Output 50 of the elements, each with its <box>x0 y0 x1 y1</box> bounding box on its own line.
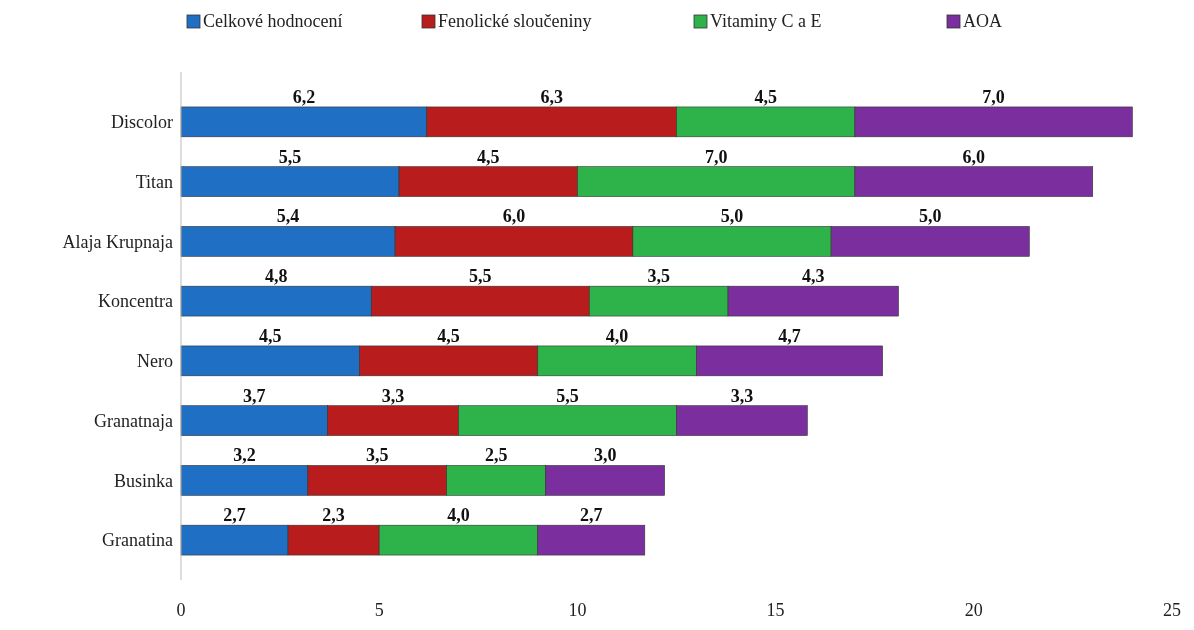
y-tick-label: Granatina <box>102 530 173 551</box>
data-label: 5,0 <box>918 206 942 227</box>
data-label: 5,4 <box>276 206 300 227</box>
y-tick-label: Businka <box>113 470 173 491</box>
data-label: 4,0 <box>605 325 629 346</box>
data-label: 2,7 <box>223 505 246 526</box>
y-tick-label: Alaja Krupnaja <box>62 231 174 252</box>
data-label: 3,5 <box>365 445 389 466</box>
legend-label: Fenolické sloučeniny <box>438 11 592 31</box>
data-label: 4,8 <box>264 266 288 287</box>
data-label: 3,3 <box>381 385 405 406</box>
x-tick-label: 20 <box>964 600 983 620</box>
data-label: 5,5 <box>469 266 492 287</box>
data-label: 4,5 <box>476 146 500 167</box>
y-tick-label: Granatnaja <box>94 410 174 431</box>
data-label: 3,5 <box>647 266 670 287</box>
data-label: 5,5 <box>556 385 579 406</box>
data-label: 3,7 <box>243 385 266 406</box>
x-tick-label: 10 <box>568 600 587 620</box>
y-tick-label: Discolor <box>111 112 173 133</box>
x-tick-label: 5 <box>374 600 384 620</box>
data-label: 6,0 <box>962 146 986 167</box>
y-tick-label: Titan <box>135 171 173 192</box>
data-label: 6,3 <box>540 86 563 107</box>
data-label: 2,5 <box>484 445 508 466</box>
data-label: 5,0 <box>720 206 744 227</box>
x-tick-label: 0 <box>176 600 186 620</box>
legend-label: Vitaminy C a E <box>710 11 822 31</box>
data-label: 6,2 <box>292 86 316 107</box>
data-label: 7,0 <box>982 86 1005 107</box>
data-label: 7,0 <box>704 146 728 167</box>
data-label: 5,5 <box>278 146 302 167</box>
legend-label: Celkové hodnocení <box>203 11 343 31</box>
data-label: 6,0 <box>502 206 526 227</box>
data-label: 2,7 <box>580 505 603 526</box>
y-tick-label: Nero <box>137 351 173 372</box>
data-label: 3,0 <box>593 445 617 466</box>
data-label: 4,5 <box>437 325 460 346</box>
data-label: 4,5 <box>258 325 282 346</box>
data-label: 3,3 <box>730 385 754 406</box>
legend-label: AOA <box>963 11 1002 31</box>
x-tick-label: 15 <box>766 600 785 620</box>
data-label: 4,7 <box>778 325 801 346</box>
x-tick-label: 25 <box>1163 600 1181 620</box>
data-label: 3,2 <box>233 445 256 466</box>
data-label: 4,5 <box>754 86 777 107</box>
y-tick-label: Koncentra <box>98 291 173 312</box>
data-label: 4,0 <box>447 505 470 526</box>
data-label: 2,3 <box>322 505 345 526</box>
data-label: 4,3 <box>802 266 825 287</box>
